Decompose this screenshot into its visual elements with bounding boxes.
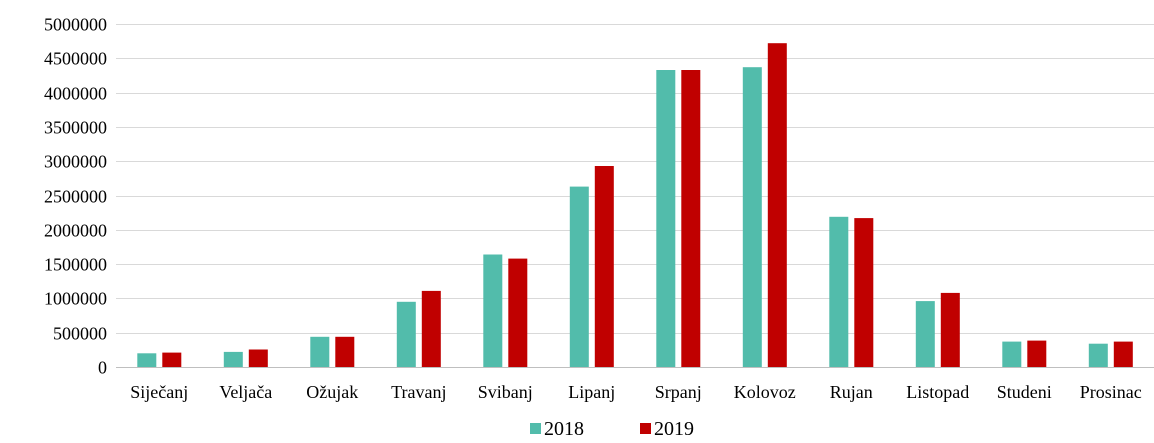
x-axis: Siječanj Veljača Ožujak Travanj Svibanj Lipan… [130, 382, 1141, 402]
bar-2019-Srpanj [681, 70, 701, 367]
y-tick-label: 3500000 [44, 118, 107, 138]
y-tick-label: 500000 [53, 324, 107, 344]
bars [137, 43, 1133, 367]
y-tick-label: 2000000 [44, 221, 107, 241]
legend-swatch-2019 [640, 423, 651, 434]
x-tick-label: Veljača [219, 382, 272, 402]
bar-2018-Kolovoz [742, 67, 762, 367]
bar-2019-Prosinac [1113, 341, 1133, 367]
x-tick-label: Rujan [830, 382, 873, 402]
y-tick-label: 3000000 [44, 152, 107, 172]
bar-2019-Rujan [854, 218, 874, 367]
x-tick-label: Siječanj [130, 382, 188, 402]
bar-2019-Travanj [421, 290, 441, 367]
gridlines [116, 24, 1154, 368]
legend-label-2019: 2019 [654, 418, 694, 440]
y-tick-label: 4500000 [44, 49, 107, 69]
y-tick-label: 1500000 [44, 255, 107, 275]
x-tick-label: Srpanj [655, 382, 702, 402]
bar-2019-Veljača [248, 349, 268, 367]
bar-2018-Lipanj [569, 186, 589, 367]
x-tick-label: Ožujak [306, 382, 358, 402]
bar-2019-Ožujak [335, 336, 355, 367]
y-tick-label: 1000000 [44, 289, 107, 309]
legend: 2018 2019 [530, 418, 694, 440]
bar-2018-Prosinac [1088, 343, 1108, 367]
bar-2018-Svibanj [483, 254, 503, 367]
x-tick-label: Studeni [997, 382, 1052, 402]
bar-2018-Veljača [223, 351, 243, 367]
bar-2018-Ožujak [310, 336, 330, 367]
y-tick-label: 4000000 [44, 84, 107, 104]
bar-2019-Studeni [1027, 340, 1047, 367]
y-axis: 0 500000 1000000 1500000 2000000 2500000 30000… [44, 15, 107, 378]
bar-2019-Svibanj [508, 258, 528, 367]
bar-2019-Siječanj [162, 352, 182, 367]
y-tick-label: 5000000 [44, 15, 107, 35]
bar-2018-Travanj [396, 301, 416, 367]
x-tick-label: Svibanj [478, 382, 533, 402]
bar-2019-Lipanj [594, 166, 614, 367]
y-tick-label: 0 [98, 358, 107, 378]
bar-2019-Kolovoz [767, 43, 787, 367]
bar-2018-Studeni [1002, 341, 1022, 367]
bar-2018-Listopad [915, 301, 935, 367]
bar-2018-Rujan [829, 216, 849, 367]
y-tick-label: 2500000 [44, 187, 107, 207]
x-tick-label: Prosinac [1080, 382, 1142, 402]
x-tick-label: Kolovoz [734, 382, 796, 402]
bar-2019-Listopad [940, 292, 960, 367]
x-tick-label: Lipanj [568, 382, 615, 402]
bar-2018-Siječanj [137, 353, 157, 367]
bar-2018-Srpanj [656, 70, 676, 367]
legend-label-2018: 2018 [544, 418, 584, 440]
x-tick-label: Listopad [906, 382, 969, 402]
x-tick-label: Travanj [391, 382, 446, 402]
legend-swatch-2018 [530, 423, 541, 434]
